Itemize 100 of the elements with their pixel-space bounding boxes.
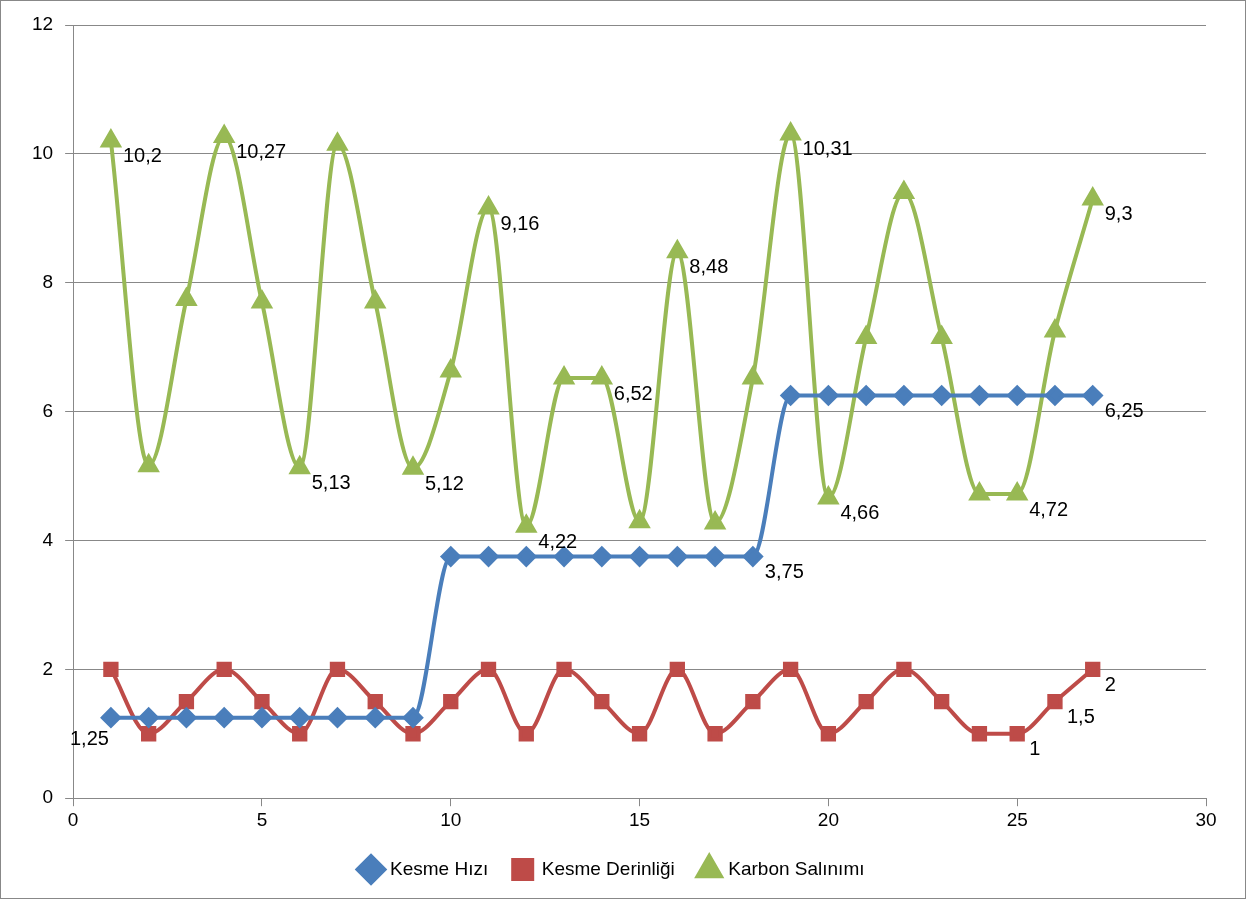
- data-label: 5,12: [424, 471, 464, 494]
- point: [707, 726, 723, 742]
- point: [214, 707, 235, 728]
- y-tick-label: 10: [31, 142, 54, 164]
- point: [856, 326, 876, 344]
- point: [669, 661, 685, 677]
- point: [1044, 385, 1065, 406]
- x-tick-label: 30: [1195, 808, 1217, 830]
- point: [893, 385, 914, 406]
- point: [402, 707, 423, 728]
- point: [856, 385, 877, 406]
- data-label: 10,31: [802, 137, 853, 160]
- point: [478, 546, 499, 567]
- data-label: 6,25: [1104, 399, 1144, 422]
- point: [176, 707, 197, 728]
- point: [141, 726, 157, 742]
- data-label: 10,27: [236, 139, 287, 162]
- point: [629, 546, 650, 567]
- point: [818, 486, 839, 505]
- point: [518, 726, 534, 742]
- point: [440, 360, 461, 378]
- point: [254, 693, 270, 710]
- data-label: 10,2: [122, 144, 162, 167]
- point: [478, 196, 499, 215]
- point: [1082, 385, 1103, 406]
- x-tick-label: 15: [629, 808, 651, 830]
- point: [934, 693, 950, 710]
- point: [329, 661, 346, 677]
- point: [480, 661, 497, 677]
- point: [440, 546, 461, 567]
- point: [365, 707, 386, 728]
- point: [327, 133, 348, 151]
- point: [780, 122, 801, 141]
- point: [745, 693, 761, 710]
- point: [327, 707, 348, 728]
- legend-label: Kesme Derinliği: [541, 857, 675, 879]
- point: [1045, 320, 1065, 338]
- point: [820, 726, 837, 742]
- point: [1047, 693, 1063, 710]
- point: [818, 385, 839, 406]
- point: [591, 546, 612, 567]
- y-tick-label: 12: [31, 13, 54, 35]
- point: [742, 546, 763, 567]
- data-label: 4,22: [538, 529, 578, 552]
- data-label: 9,3: [1104, 202, 1133, 225]
- point: [705, 546, 726, 567]
- point: [403, 457, 423, 475]
- data-label: 4,72: [1029, 497, 1069, 520]
- y-tick-label: 4: [42, 528, 54, 550]
- y-tick-label: 8: [42, 270, 54, 292]
- point: [1082, 187, 1103, 206]
- point: [931, 326, 952, 344]
- point: [365, 291, 386, 309]
- data-label: 3,75: [764, 560, 804, 583]
- point: [705, 512, 725, 530]
- point: [1007, 483, 1027, 501]
- x-tick-label: 10: [440, 808, 462, 830]
- point: [969, 385, 990, 406]
- y-tick-label: 0: [42, 786, 54, 808]
- point: [971, 726, 988, 742]
- point: [896, 661, 912, 677]
- point: [251, 707, 272, 728]
- point: [405, 726, 421, 742]
- point: [667, 546, 688, 567]
- legend-label: Karbon Salınımı: [728, 857, 865, 879]
- y-tick-label: 6: [42, 399, 54, 421]
- point: [516, 515, 537, 533]
- point: [931, 385, 952, 406]
- point: [289, 707, 310, 728]
- data-label: 1: [1029, 737, 1041, 760]
- point: [1085, 661, 1101, 677]
- point: [103, 661, 119, 677]
- point: [176, 288, 197, 306]
- data-label: 5,13: [311, 471, 351, 494]
- point: [367, 693, 383, 710]
- point: [101, 129, 121, 148]
- data-label: 8,48: [689, 255, 729, 278]
- point: [631, 726, 648, 742]
- point: [858, 693, 874, 710]
- point: [1009, 726, 1025, 742]
- point: [743, 367, 763, 385]
- point: [780, 385, 801, 406]
- point: [216, 661, 232, 677]
- x-tick-label: 25: [1006, 808, 1028, 830]
- point: [214, 125, 234, 143]
- point: [554, 367, 574, 385]
- x-tick-label: 20: [817, 808, 839, 830]
- point: [443, 693, 459, 710]
- point: [516, 546, 537, 567]
- data-label: 9,16: [500, 211, 540, 234]
- x-tick-label: 5: [256, 808, 268, 830]
- data-label: 1,25: [69, 727, 109, 750]
- point: [252, 291, 272, 309]
- point: [892, 179, 915, 200]
- point: [969, 483, 990, 501]
- x-tick-label: 0: [67, 808, 79, 830]
- point: [592, 367, 612, 385]
- data-label: 6,52: [613, 381, 653, 404]
- point: [556, 661, 572, 677]
- data-label: 1,5: [1066, 705, 1095, 728]
